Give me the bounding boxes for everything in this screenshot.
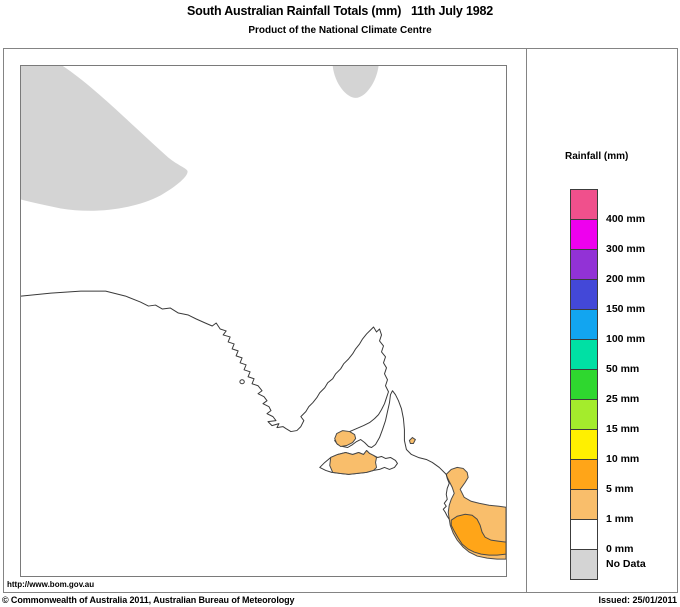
source-url: http://www.bom.gov.au bbox=[7, 580, 95, 589]
legend-divider-line bbox=[526, 48, 527, 593]
legend-swatch-1-mm bbox=[570, 489, 598, 520]
legend-label-400-mm: 400 mm bbox=[606, 213, 646, 225]
page-title: South Australian Rainfall Totals (mm) 11… bbox=[187, 4, 493, 18]
legend-title: Rainfall (mm) bbox=[565, 151, 629, 162]
legend-label-1-mm: 1 mm bbox=[606, 513, 634, 525]
issued-date: Issued: 25/01/2011 bbox=[598, 595, 677, 605]
coastline-mainland bbox=[20, 290, 450, 520]
legend-label-150-mm: 150 mm bbox=[606, 303, 646, 315]
legend-swatch-10-mm bbox=[570, 429, 598, 460]
offshore-island-dot bbox=[239, 379, 245, 385]
copyright-notice: © Commonwealth of Australia 2011, Austra… bbox=[2, 595, 295, 605]
legend-label-100-mm: 100 mm bbox=[606, 333, 646, 345]
legend-swatch-300-mm bbox=[570, 219, 598, 250]
legend-label-25-mm: 25 mm bbox=[606, 393, 640, 405]
legend-label-300-mm: 300 mm bbox=[606, 243, 646, 255]
legend-swatch-400-mm bbox=[570, 189, 598, 220]
legend-label-10-mm: 10 mm bbox=[606, 453, 640, 465]
rain-region-kangaroo-island bbox=[329, 449, 378, 475]
rain-region-yorke-foot bbox=[334, 430, 357, 448]
legend-swatch-200-mm bbox=[570, 249, 598, 280]
legend-swatch-25-mm bbox=[570, 369, 598, 400]
no-data-region-northwest bbox=[21, 66, 188, 211]
legend-swatch-100-mm bbox=[570, 309, 598, 340]
legend-swatch-5-mm bbox=[570, 459, 598, 490]
legend-swatch-150-mm bbox=[570, 279, 598, 310]
legend-label-50-mm: 50 mm bbox=[606, 363, 640, 375]
legend-label-0-mm: 0 mm bbox=[606, 543, 634, 555]
legend-swatch-50-mm bbox=[570, 339, 598, 370]
legend-label-200-mm: 200 mm bbox=[606, 273, 646, 285]
legend-label-no-data: No Data bbox=[606, 558, 646, 570]
legend-label-15-mm: 15 mm bbox=[606, 423, 640, 435]
legend-label-5-mm: 5 mm bbox=[606, 483, 634, 495]
rain-region-encounter-dot bbox=[408, 436, 417, 445]
page-subtitle: Product of the National Climate Centre bbox=[248, 25, 432, 36]
map-canvas bbox=[20, 66, 507, 560]
legend-swatch-15-mm bbox=[570, 399, 598, 430]
chart-outer-box bbox=[3, 48, 678, 593]
legend-scale: 400 mm 300 mm 200 mm 150 mm 100 mm 50 mm 25 mm… bbox=[570, 189, 680, 581]
map-frame bbox=[20, 65, 507, 577]
legend-swatch-no-data bbox=[570, 549, 598, 580]
legend-swatch-0-mm bbox=[570, 519, 598, 550]
no-data-region-north bbox=[332, 66, 379, 98]
